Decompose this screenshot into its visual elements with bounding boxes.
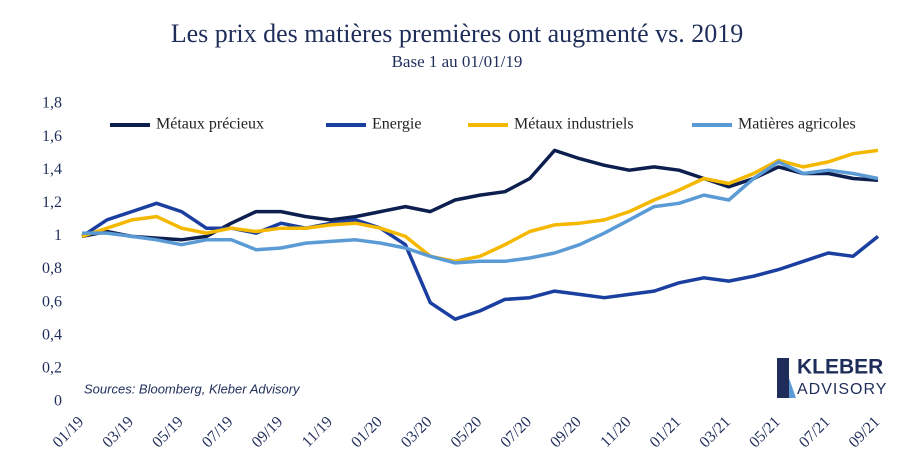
y-tick-label: 0,8: [42, 260, 62, 277]
y-tick-label: 1,8: [42, 95, 62, 112]
x-tick-label: 01/19: [50, 413, 88, 451]
x-tick-label: 09/19: [249, 413, 287, 451]
legend-label: Métaux industriels: [514, 116, 634, 133]
x-tick-label: 05/19: [149, 413, 187, 451]
x-tick-label: 09/21: [846, 413, 884, 451]
logo-icon: [789, 378, 796, 398]
y-tick-label: 1,6: [42, 128, 62, 145]
y-tick-label: 1,2: [42, 194, 62, 211]
x-tick-label: 01/21: [647, 413, 685, 451]
series-line: [82, 160, 879, 265]
legend-label: Métaux précieux: [156, 116, 264, 133]
x-tick-label: 03/20: [398, 413, 436, 451]
x-tick-label: 03/19: [99, 413, 137, 451]
x-tick-label: 05/21: [746, 413, 784, 451]
chart-title: Les prix des matières premières ont augm…: [171, 19, 744, 48]
source: Sources: Bloomberg, Kleber Advisory: [84, 381, 301, 396]
legend-label: Energie: [372, 116, 421, 133]
x-tick-label: 09/20: [547, 413, 585, 451]
x-tick-label: 07/21: [796, 413, 834, 451]
y-tick-label: 1: [54, 227, 62, 244]
x-tick-label: 05/20: [448, 413, 486, 451]
logo-icon: [777, 358, 789, 398]
y-tick-label: 1,4: [42, 161, 62, 178]
chart-subtitle: Base 1 au 01/01/19: [392, 52, 523, 71]
x-tick-label: 07/20: [497, 413, 535, 451]
y-tick-label: 0: [54, 393, 62, 410]
legend-label: Matières agricoles: [738, 116, 856, 133]
x-tick-label: 01/20: [348, 413, 386, 451]
logo-text: ADVISORY: [797, 381, 887, 398]
x-tick-label: 11/20: [597, 413, 634, 450]
x-tick-label: 11/19: [299, 413, 336, 450]
x-tick-label: 03/21: [696, 413, 734, 451]
y-tick-label: 0,6: [42, 293, 62, 310]
logo: KLEBER ADVISORY: [777, 356, 887, 398]
y-tick-label: 0,2: [42, 360, 62, 377]
logo-text: KLEBER: [797, 356, 883, 379]
x-tick-label: 07/19: [199, 413, 237, 451]
series-line: [81, 148, 879, 264]
series-line: [81, 201, 880, 321]
y-tick-label: 0,4: [42, 326, 62, 343]
